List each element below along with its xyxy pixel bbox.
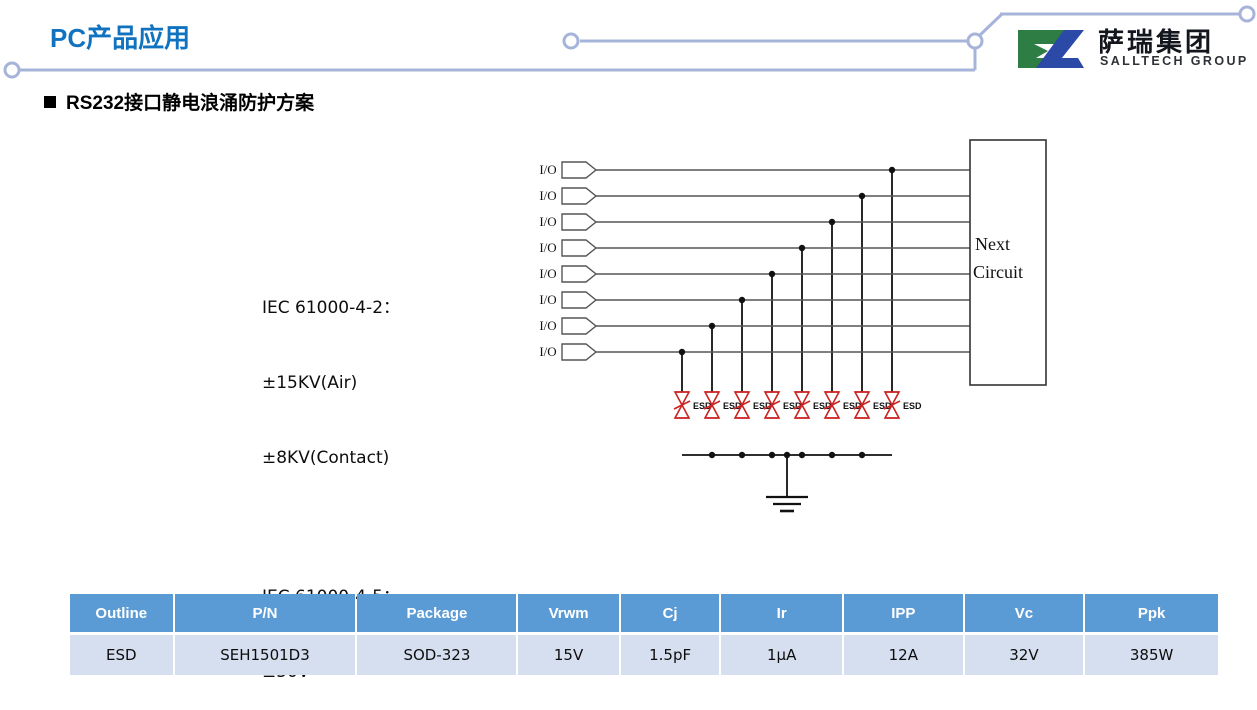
io-label: I/O bbox=[539, 188, 556, 203]
io-label: I/O bbox=[539, 214, 556, 229]
junction-dot bbox=[828, 451, 836, 459]
esd-label: ESD bbox=[843, 401, 862, 411]
esd-label: ESD bbox=[783, 401, 802, 411]
next-circuit-block: Next Circuit bbox=[969, 139, 1047, 386]
io-label: I/O bbox=[539, 292, 556, 307]
bidirectional-tvs-diode-icon bbox=[673, 391, 691, 419]
table-header-row: Outline P/N Package Vrwm Cj Ir IPP Vc Pp… bbox=[70, 594, 1218, 632]
esd-label: ESD bbox=[753, 401, 772, 411]
table-divider bbox=[70, 632, 1218, 635]
esd-diode: ESD bbox=[853, 391, 892, 419]
esd-label: ESD bbox=[813, 401, 832, 411]
table-cell: 15V bbox=[518, 635, 619, 675]
table-cell: 12A bbox=[843, 635, 963, 675]
table-header-cell: Ir bbox=[721, 594, 842, 632]
esd-diodes-group: ESD ESD ESD ESD ESD ESD ESD ESD bbox=[673, 391, 922, 419]
table-header-cell: Outline bbox=[70, 594, 173, 632]
table-cell: ESD bbox=[70, 635, 173, 675]
table-header-cell: Cj bbox=[620, 594, 720, 632]
esd-diode: ESD bbox=[703, 391, 742, 419]
io-pin-connector-icon bbox=[561, 291, 598, 309]
esd-diode: ESD bbox=[883, 391, 922, 419]
next-circuit-line2: Circuit bbox=[973, 262, 1023, 282]
io-pin-connector-icon bbox=[561, 265, 598, 283]
table-row: ESD SEH1501D3 SOD-323 15V 1.5pF 1µA 12A … bbox=[70, 635, 1218, 675]
io-pin-connector-icon bbox=[561, 343, 598, 361]
io-label: I/O bbox=[539, 318, 556, 333]
junction-dot bbox=[858, 451, 866, 459]
table-header-cell: Vrwm bbox=[518, 594, 619, 632]
esd-label: ESD bbox=[693, 401, 712, 411]
junction-dot bbox=[798, 451, 806, 459]
circle-node-icon bbox=[562, 32, 580, 50]
table-cell: 385W bbox=[1085, 635, 1218, 675]
circle-node-icon bbox=[966, 32, 984, 50]
esd-diode: ESD bbox=[733, 391, 772, 419]
table-cell: 32V bbox=[964, 635, 1084, 675]
table-header-cell: Package bbox=[357, 594, 517, 632]
spec-spacer bbox=[262, 521, 400, 535]
table-cell: 1.5pF bbox=[620, 635, 720, 675]
table-header-cell: Vc bbox=[964, 594, 1084, 632]
table-cell: SOD-323 bbox=[357, 635, 517, 675]
io-pin-connector-icon bbox=[561, 317, 598, 335]
ground-rail-group bbox=[682, 451, 892, 513]
next-circuit-line1: Next bbox=[975, 234, 1010, 254]
table-cell: SEH1501D3 bbox=[174, 635, 356, 675]
spec-line-3: ±8KV(Contact) bbox=[262, 448, 390, 468]
deco-diagonal-line bbox=[977, 12, 1004, 38]
spec-line-1: IEC 61000-4-2： bbox=[262, 298, 401, 318]
io-label: I/O bbox=[539, 240, 556, 255]
io-label: I/O bbox=[539, 344, 556, 359]
next-circuit-box bbox=[969, 139, 1047, 386]
table-header-cell: Ppk bbox=[1085, 594, 1218, 632]
io-label: I/O bbox=[539, 162, 556, 177]
io-pin-connector-icon bbox=[561, 161, 598, 179]
table-header-cell: P/N bbox=[174, 594, 356, 632]
salltech-sz-logo-icon bbox=[1018, 30, 1084, 68]
circle-node-icon bbox=[3, 61, 21, 79]
io-pin-connector-icon bbox=[561, 213, 598, 231]
circle-node-icon bbox=[1238, 5, 1256, 23]
ground-symbol-icon bbox=[766, 455, 808, 513]
io-pin-connector-icon bbox=[561, 187, 598, 205]
circuit-diagram: I/O I/O I/O I/O bbox=[539, 139, 1047, 513]
section-heading-label: RS232接口静电浪涌防护方案 bbox=[66, 93, 315, 114]
esd-diode: ESD bbox=[823, 391, 862, 419]
spec-line-2: ±15KV(Air) bbox=[262, 373, 358, 393]
logo-name-cn: 萨瑞集团 bbox=[1098, 28, 1215, 58]
page-title: PC产品应用 bbox=[50, 23, 191, 53]
esd-label: ESD bbox=[873, 401, 892, 411]
esd-label: ESD bbox=[723, 401, 742, 411]
esd-diode: ESD bbox=[793, 391, 832, 419]
spec-table: Outline P/N Package Vrwm Cj Ir IPP Vc Pp… bbox=[68, 594, 1220, 675]
io-label: I/O bbox=[539, 266, 556, 281]
esd-diode: ESD bbox=[763, 391, 802, 419]
io-pin-connector-icon bbox=[561, 239, 598, 257]
junction-dot bbox=[768, 451, 776, 459]
logo-name-en: SALLTECH GROUP bbox=[1100, 54, 1249, 68]
table-header-cell: IPP bbox=[843, 594, 963, 632]
table-cell: 1µA bbox=[721, 635, 842, 675]
esd-diode: ESD bbox=[673, 391, 712, 419]
section-heading: RS232接口静电浪涌防护方案 bbox=[44, 88, 314, 115]
square-bullet-icon bbox=[44, 95, 56, 108]
junction-dot bbox=[708, 451, 716, 459]
junction-dot bbox=[738, 451, 746, 459]
esd-label: ESD bbox=[903, 401, 922, 411]
brand-logo: 萨瑞集团 SALLTECH GROUP bbox=[1012, 24, 1250, 78]
